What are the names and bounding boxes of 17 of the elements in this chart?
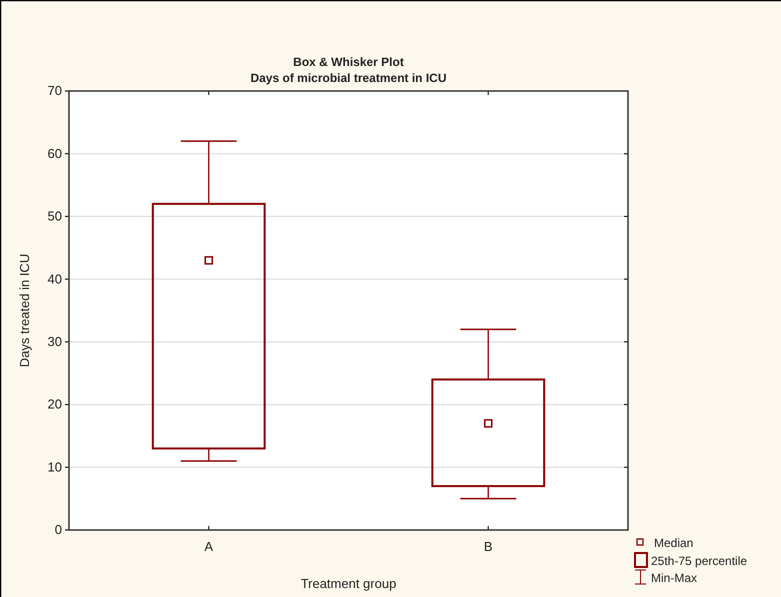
- y-axis-title: Days treated in ICU: [17, 254, 32, 368]
- y-tick-label: 10: [48, 459, 62, 474]
- y-tick-label: 20: [48, 396, 62, 412]
- y-tick-label: 50: [48, 208, 62, 224]
- y-tick-label: 70: [48, 83, 62, 98]
- text: Min-Max: [651, 571, 698, 585]
- y-tick-label: 40: [48, 271, 62, 286]
- y-tick-label: 0: [54, 522, 62, 538]
- text: Median: [654, 536, 694, 550]
- x-axis-title: Treatment group: [300, 576, 396, 591]
- chart-title: Box & Whisker Plot: [293, 55, 404, 69]
- x-tick-label: B: [484, 539, 493, 554]
- y-tick-label: 60: [48, 146, 62, 161]
- text: 25th-75 percentile: [651, 554, 748, 568]
- chart-subtitle: Days of microbial treatment in ICU: [250, 71, 447, 85]
- x-tick-label: A: [204, 539, 214, 554]
- y-tick-label: 30: [48, 334, 62, 350]
